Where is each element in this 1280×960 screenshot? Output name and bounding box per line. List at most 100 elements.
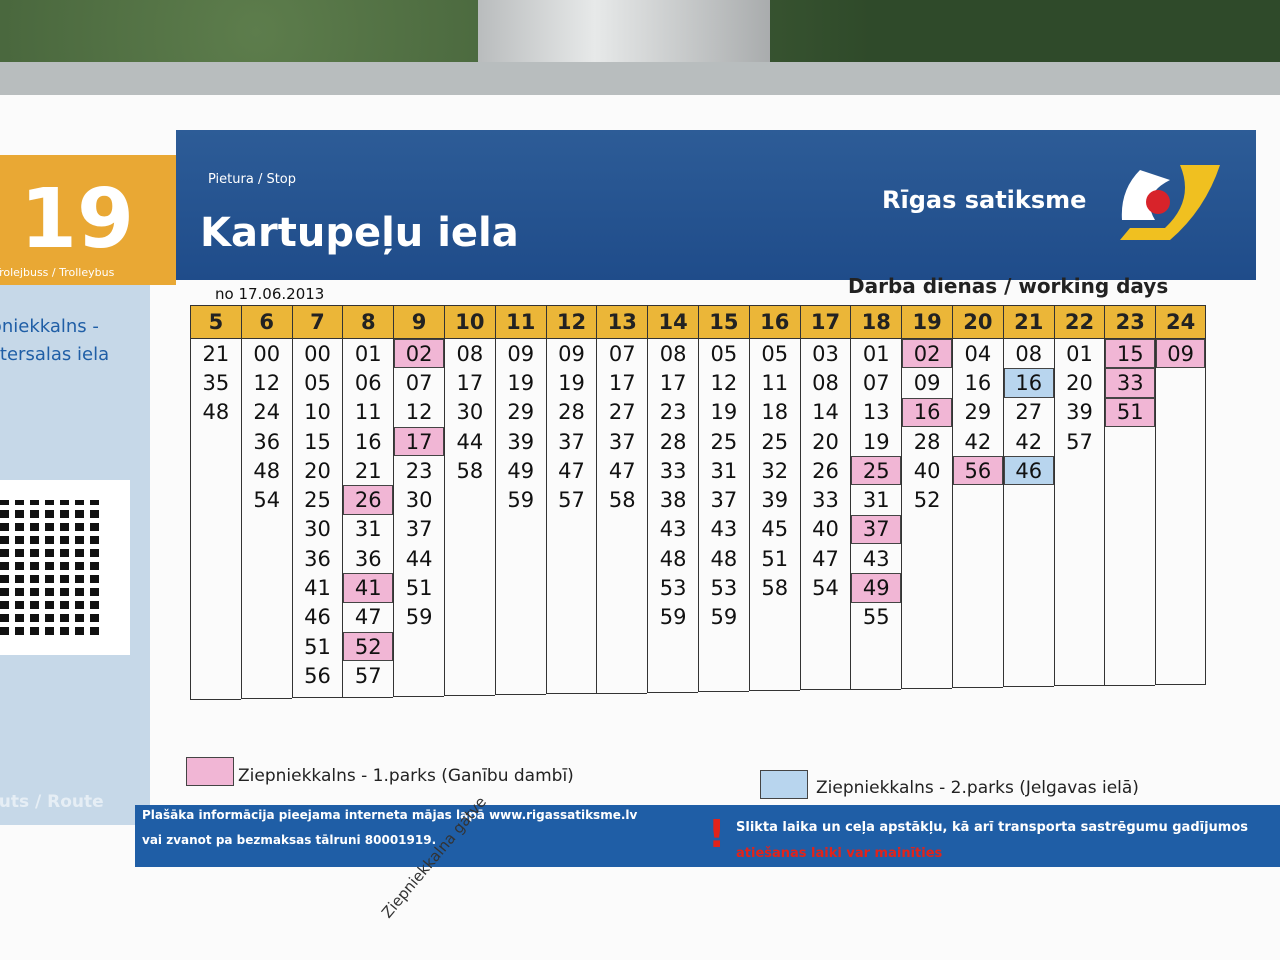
minute: 29 bbox=[507, 400, 535, 425]
hour-cell: 14 bbox=[648, 305, 698, 339]
minute: 43 bbox=[659, 517, 687, 542]
hour-column: 15 05 12 19 25 31 37 43 48 53 59 bbox=[698, 305, 749, 692]
valid-from: no 17.06.2013 bbox=[215, 285, 325, 303]
minute: 37 bbox=[558, 429, 585, 454]
timetable: 5 21 35 48 6 00 12 24 36 48 54 7 00 05 10 15 20 25 30 36 41 4… bbox=[190, 305, 1206, 705]
minute: 31 bbox=[862, 488, 890, 513]
hour-cell: 21 bbox=[1003, 305, 1054, 339]
minute: 47 bbox=[354, 605, 382, 630]
minute: 10 bbox=[304, 400, 331, 425]
minute: 47 bbox=[558, 458, 585, 483]
minute: 16 bbox=[902, 397, 952, 427]
hour-cell: 19 bbox=[902, 305, 952, 339]
minute: 31 bbox=[354, 517, 382, 542]
minute: 12 bbox=[405, 400, 433, 425]
minute: 27 bbox=[608, 400, 636, 425]
minute: 16 bbox=[354, 429, 382, 454]
hour-column: 5 21 35 48 bbox=[190, 305, 241, 700]
minute: 33 bbox=[812, 488, 839, 513]
qr-code bbox=[0, 500, 105, 635]
minute: 01 bbox=[1066, 341, 1093, 366]
minute: 52 bbox=[343, 631, 394, 662]
minute: 07 bbox=[608, 341, 636, 366]
minute: 17 bbox=[394, 426, 444, 457]
minute: 09 bbox=[1156, 339, 1205, 369]
minute: 11 bbox=[761, 370, 789, 395]
logo-shape bbox=[1121, 170, 1170, 220]
minute: 58 bbox=[608, 488, 636, 513]
hour-column: 16 05 11 18 25 32 39 45 51 58 bbox=[748, 305, 800, 692]
minute: 31 bbox=[710, 458, 738, 483]
minute: 12 bbox=[253, 370, 281, 395]
minute: 53 bbox=[659, 576, 687, 601]
minute: 13 bbox=[862, 400, 890, 425]
minute: 43 bbox=[710, 517, 738, 542]
warning-mark: ! bbox=[708, 812, 726, 856]
minute: 37 bbox=[851, 514, 902, 545]
minute: 07 bbox=[862, 370, 890, 395]
minute: 26 bbox=[343, 485, 394, 515]
info-text: Plašāka informācija pieejama interneta m… bbox=[142, 808, 638, 822]
minute: 42 bbox=[964, 429, 992, 454]
minute: 20 bbox=[304, 458, 331, 483]
hour-column: 9 02 07 12 17 23 30 37 44 51 59 bbox=[393, 305, 444, 697]
minute: 54 bbox=[812, 576, 839, 601]
hour-column: 23 15 33 51 bbox=[1104, 305, 1156, 686]
hour-cell: 18 bbox=[851, 305, 902, 339]
hour-cell: 6 bbox=[241, 305, 292, 339]
minute: 24 bbox=[253, 400, 281, 425]
minute: 58 bbox=[456, 458, 484, 483]
minute: 48 bbox=[659, 546, 687, 571]
minute: 58 bbox=[761, 576, 789, 601]
minute: 59 bbox=[405, 605, 433, 630]
stop-name: Kartupeļu iela bbox=[200, 210, 519, 256]
minute: 46 bbox=[1003, 456, 1054, 486]
minute: 48 bbox=[710, 546, 738, 571]
minute: 39 bbox=[761, 488, 789, 513]
hour-column: 7 00 05 10 15 20 25 30 36 41 46 51 56 bbox=[291, 305, 343, 699]
minute: 00 bbox=[253, 341, 281, 366]
operator-name: Rīgas satiksme bbox=[882, 186, 1087, 214]
minute: 01 bbox=[354, 341, 382, 366]
minute: 36 bbox=[304, 546, 331, 571]
minute: 01 bbox=[862, 341, 890, 366]
minute: 02 bbox=[394, 339, 444, 369]
minute: 32 bbox=[761, 458, 789, 483]
minute: 57 bbox=[1066, 429, 1093, 454]
minute: 56 bbox=[304, 663, 331, 688]
minute: 41 bbox=[304, 576, 331, 601]
vehicle-type: Trolejbuss / Trolleybus bbox=[0, 266, 115, 279]
info-text: vai zvanot pa bezmaksas tālruni 80001919… bbox=[142, 833, 437, 847]
minute: 33 bbox=[659, 458, 687, 483]
hour-column: 24 09 bbox=[1155, 305, 1206, 685]
direction: Ziepniekkalns - bbox=[0, 316, 99, 337]
hour-cell: 12 bbox=[546, 305, 597, 339]
minute: 48 bbox=[202, 400, 230, 425]
minute: 17 bbox=[608, 370, 636, 395]
hour-cell: 10 bbox=[445, 305, 495, 339]
hour-column: 21 08 16 27 42 46 bbox=[1002, 305, 1054, 688]
minute: 12 bbox=[710, 370, 738, 395]
minute: 11 bbox=[354, 400, 382, 425]
minute: 19 bbox=[710, 400, 738, 425]
minute: 28 bbox=[659, 429, 687, 454]
minute: 36 bbox=[354, 546, 382, 571]
hour-column: 18 01 07 13 19 25 31 37 43 49 55 bbox=[850, 305, 902, 690]
minute: 45 bbox=[761, 517, 789, 542]
minute: 20 bbox=[812, 429, 839, 454]
legend-label: Ziepniekkalns - 1.parks (Ganību dambī) bbox=[238, 766, 574, 786]
hour-column: 17 03 08 14 20 26 33 40 47 54 bbox=[799, 305, 851, 691]
minute: 48 bbox=[253, 458, 281, 483]
warning-text: atiešanas laiki var mainīties bbox=[736, 846, 943, 861]
minute: 30 bbox=[405, 488, 433, 513]
minute: 25 bbox=[304, 488, 331, 513]
hour-cell: 17 bbox=[800, 305, 851, 339]
logo-dot bbox=[1146, 190, 1170, 214]
minute: 39 bbox=[507, 429, 535, 454]
minute: 08 bbox=[456, 341, 484, 366]
hour-cell: 7 bbox=[292, 305, 343, 339]
minute: 30 bbox=[456, 400, 484, 425]
legend-swatch bbox=[186, 757, 234, 786]
minute: 46 bbox=[304, 605, 331, 630]
